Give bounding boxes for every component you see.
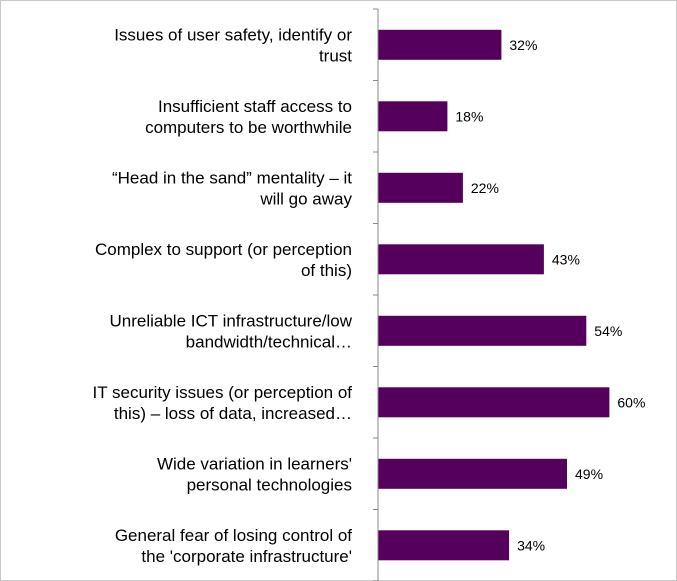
category-label-line: Unreliable ICT infrastructure/low <box>110 311 353 330</box>
category-label-line: Complex to support (or perception <box>95 240 352 259</box>
category-label-line: IT security issues (or perception of <box>92 383 352 402</box>
data-label: 60% <box>617 394 645 410</box>
bar <box>378 29 502 60</box>
category-label-line: Wide variation in learners' <box>157 454 352 473</box>
bar <box>378 387 610 418</box>
bar <box>378 458 567 489</box>
category-label-line: of this) <box>301 261 352 280</box>
category-label: General fear of losing control of the 'co… <box>115 526 352 566</box>
category-label-line: bandwidth/technical… <box>186 332 352 351</box>
data-label: 43% <box>552 251 580 267</box>
category-label-line: will go away <box>259 189 352 208</box>
data-label: 22% <box>471 180 499 196</box>
category-label-line: trust <box>319 46 352 65</box>
category-label-line: the 'corporate infrastructure' <box>141 547 352 566</box>
bar <box>378 244 544 275</box>
category-label: Wide variation in learners' personal tech… <box>157 454 352 494</box>
bar <box>378 172 463 203</box>
category-label-line: General fear of losing control of <box>115 526 352 545</box>
category-axis-ticks <box>373 8 378 581</box>
data-label: 34% <box>517 537 545 553</box>
value-labels: 32% 18% 22% 43% 54% 60% 49% 34% <box>455 37 645 553</box>
category-label: Issues of user safety, identify or trust <box>114 25 352 65</box>
data-label: 18% <box>455 108 483 124</box>
data-label: 54% <box>594 323 622 339</box>
category-label-line: this) – loss of data, increased… <box>114 404 352 423</box>
category-label: Insufficient staff access to computers to… <box>145 97 352 137</box>
data-label: 32% <box>509 37 537 53</box>
category-label: Unreliable ICT infrastructure/low bandwid… <box>110 311 353 351</box>
category-label-line: personal technologies <box>187 475 352 494</box>
bar <box>378 530 510 561</box>
category-label-line: Issues of user safety, identify or <box>114 25 352 44</box>
category-label: “Head in the sand” mentality – it will go… <box>112 168 353 208</box>
bar <box>378 315 587 346</box>
bar <box>378 101 448 132</box>
category-label-line: computers to be worthwhile <box>145 118 352 137</box>
category-label-line: Insufficient staff access to <box>158 97 352 116</box>
category-labels: Issues of user safety, identify or trustI… <box>92 25 353 566</box>
bars-layer <box>378 29 610 561</box>
category-label: Complex to support (or perception of this… <box>95 240 352 280</box>
category-label: IT security issues (or perception of this… <box>92 383 352 423</box>
category-label-line: “Head in the sand” mentality – it <box>112 168 352 187</box>
data-label: 49% <box>575 466 603 482</box>
